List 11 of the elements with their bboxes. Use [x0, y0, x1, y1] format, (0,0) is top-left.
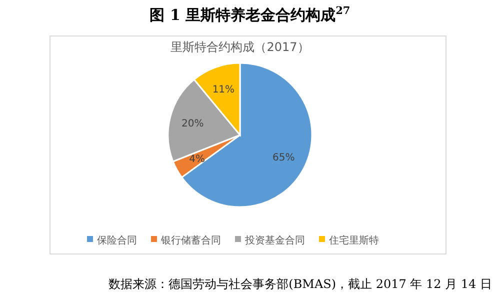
- source-note: 数据来源：德国劳动与社会事务部(BMAS)，截止 2017 年 12 月 14 日: [108, 277, 492, 291]
- data-label: 4%: [189, 154, 206, 166]
- data-label: 20%: [181, 118, 204, 130]
- legend-label: 住宅里斯特: [329, 234, 379, 246]
- data-label: 65%: [272, 152, 295, 164]
- chart-title: 图 1 里斯特养老金合约构成$^{27}$: [150, 5, 350, 24]
- legend-label: 银行储蓄合同: [160, 234, 221, 246]
- legend-label: 保险合同: [97, 234, 137, 246]
- legend-label: 投资基金合同: [244, 234, 305, 246]
- chart-subtitle: 里斯特合约构成（2017）: [170, 40, 310, 54]
- data-label: 11%: [212, 84, 235, 96]
